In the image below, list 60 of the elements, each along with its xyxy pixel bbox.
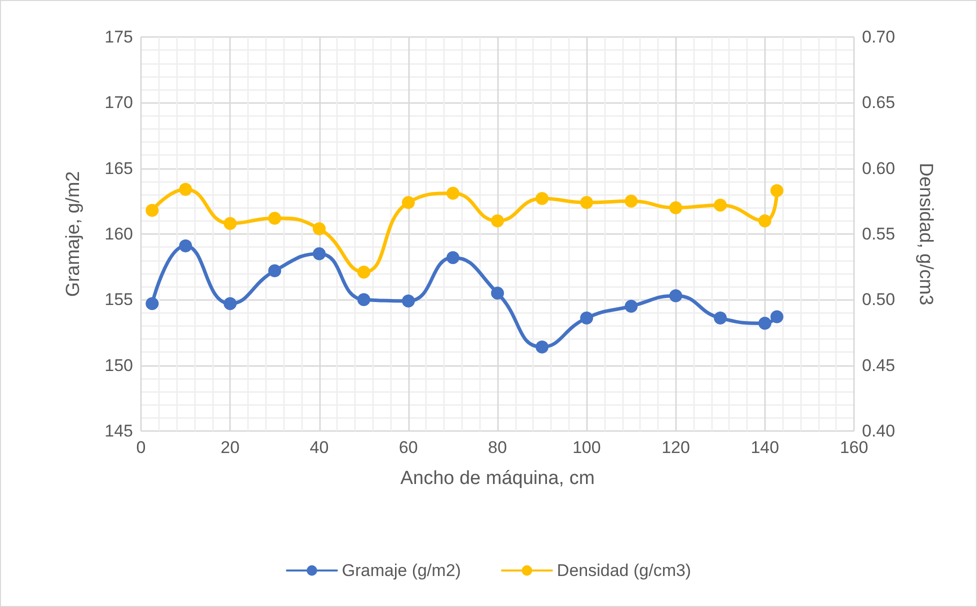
point <box>179 239 192 252</box>
x-axis-title: Ancho de máquina, cm <box>400 468 595 489</box>
point <box>758 316 772 330</box>
point <box>580 312 594 325</box>
y-tick-label: 160 <box>104 224 133 244</box>
point <box>770 184 784 198</box>
x-tick-label: 120 <box>662 438 690 457</box>
x-tick-label: 60 <box>398 438 418 457</box>
y-tick-label: 170 <box>104 93 133 112</box>
y-tick-label: 165 <box>104 158 133 178</box>
point <box>268 264 282 278</box>
x-tick-label: 20 <box>220 438 240 457</box>
point <box>402 294 415 308</box>
point <box>446 186 460 200</box>
y2-tick-label: 0.70 <box>862 28 896 46</box>
y2-tick-label: 0.45 <box>862 356 896 375</box>
point <box>402 196 415 209</box>
y2-tick-label: 0.55 <box>862 224 896 244</box>
point <box>224 297 237 310</box>
x-tick-label: 140 <box>750 438 780 457</box>
point <box>624 300 638 313</box>
y-axis-title: Gramaje, g/m2 <box>63 171 84 297</box>
legend-label: Densidad (g/cm3) <box>556 561 692 580</box>
point <box>357 293 370 306</box>
y2-tick-label: 0.65 <box>862 93 896 112</box>
point <box>312 222 326 236</box>
x-tick-label: 0 <box>136 438 146 457</box>
y2-tick-label: 0.50 <box>862 290 896 310</box>
point <box>491 286 504 300</box>
point <box>491 214 504 228</box>
point <box>446 251 460 264</box>
point <box>714 312 727 325</box>
y2-tick-label: 0.60 <box>862 158 896 178</box>
point <box>758 214 772 228</box>
point <box>669 201 682 214</box>
point <box>669 289 682 302</box>
point <box>224 216 237 230</box>
point <box>536 340 549 354</box>
point <box>357 266 370 279</box>
point <box>179 182 192 196</box>
point <box>146 204 159 217</box>
point <box>146 297 159 310</box>
point <box>312 247 326 260</box>
point <box>714 198 727 212</box>
y-tick-label: 175 <box>104 28 133 46</box>
y-tick-label: 145 <box>104 422 133 440</box>
x-tick-label: 160 <box>840 438 868 457</box>
x-tick-label: 100 <box>572 438 601 457</box>
y-tick-label: 155 <box>104 290 133 310</box>
y2-axis-title: Densidad, g/cm3 <box>915 162 936 306</box>
y2-tick-label: 0.40 <box>862 422 896 440</box>
x-tick-label: 80 <box>488 438 507 457</box>
point <box>624 194 638 208</box>
point <box>268 212 282 225</box>
legend-label: Gramaje (g/m2) <box>342 561 461 580</box>
point <box>770 310 784 324</box>
point <box>580 196 594 209</box>
point <box>536 192 549 206</box>
x-tick-label: 40 <box>310 438 329 457</box>
y-tick-label: 150 <box>104 356 133 375</box>
